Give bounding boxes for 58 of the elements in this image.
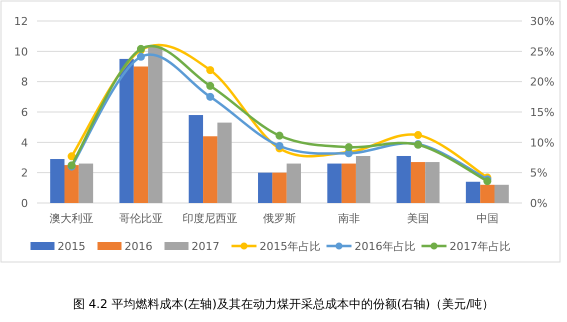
bar	[480, 184, 495, 203]
y-tick-label: 4	[21, 136, 28, 150]
point	[276, 142, 284, 150]
bar	[327, 164, 342, 203]
legend-label: 2017年占比	[450, 240, 510, 253]
bar	[410, 162, 426, 203]
y-tick-label: 10	[14, 45, 28, 58]
point	[68, 152, 76, 160]
point	[206, 66, 214, 74]
y-tick-label: 0	[21, 197, 28, 210]
x-tick-label: 印度尼西亚	[182, 212, 238, 225]
point	[344, 143, 353, 152]
x-tick-label: 澳大利亚	[50, 212, 94, 225]
bar	[258, 172, 272, 203]
x-tick-label: 俄罗斯	[263, 212, 296, 225]
y2-tick-label: 15%	[530, 106, 554, 119]
bar	[148, 46, 162, 203]
text: 图 4.2 平均燃料成本(左轴)及其在动力煤开采总成本中的份额(右轴)（美元/吨）	[72, 297, 494, 311]
bar	[217, 122, 232, 203]
bar	[466, 182, 480, 203]
bar	[356, 156, 370, 203]
y-tick-label: 12	[14, 15, 28, 28]
y-tick-label: 6	[21, 106, 28, 119]
x-tick-label: 美国	[407, 212, 430, 225]
bar	[188, 115, 204, 203]
point	[206, 92, 214, 101]
point	[136, 52, 145, 61]
legend-label: 2015年占比	[260, 240, 320, 253]
x-tick-label: 南非	[338, 212, 360, 225]
y2-tick-label: 30%	[530, 15, 554, 28]
legend-label: 2016	[124, 240, 152, 253]
y-tick-label: 8	[21, 76, 28, 89]
bar	[50, 159, 64, 203]
y2-tick-label: 0%	[530, 197, 548, 210]
y2-tick-label: 20%	[530, 76, 554, 89]
x-tick-label: 哥伦比亚	[118, 212, 163, 225]
bar	[425, 162, 440, 203]
point	[414, 131, 422, 140]
point	[276, 132, 284, 140]
point	[206, 82, 214, 90]
y2-tick-label: 5%	[530, 166, 548, 180]
x-tick-label: 中国	[476, 212, 498, 225]
legend-label: 2015	[58, 240, 86, 253]
bar	[134, 66, 148, 203]
bar	[286, 164, 301, 203]
legend-label: 2017	[192, 240, 220, 253]
bar	[64, 165, 79, 203]
y2-tick-label: 10%	[530, 136, 554, 150]
y-tick-label: 2	[21, 166, 28, 180]
bar	[203, 136, 218, 203]
bar	[119, 58, 134, 203]
bar	[342, 164, 356, 203]
y2-tick-label: 25%	[530, 45, 554, 58]
bar	[78, 164, 94, 203]
legend-label: 2016年占比	[354, 240, 416, 253]
bar	[494, 184, 509, 203]
bar	[396, 156, 411, 203]
bar	[272, 172, 287, 203]
